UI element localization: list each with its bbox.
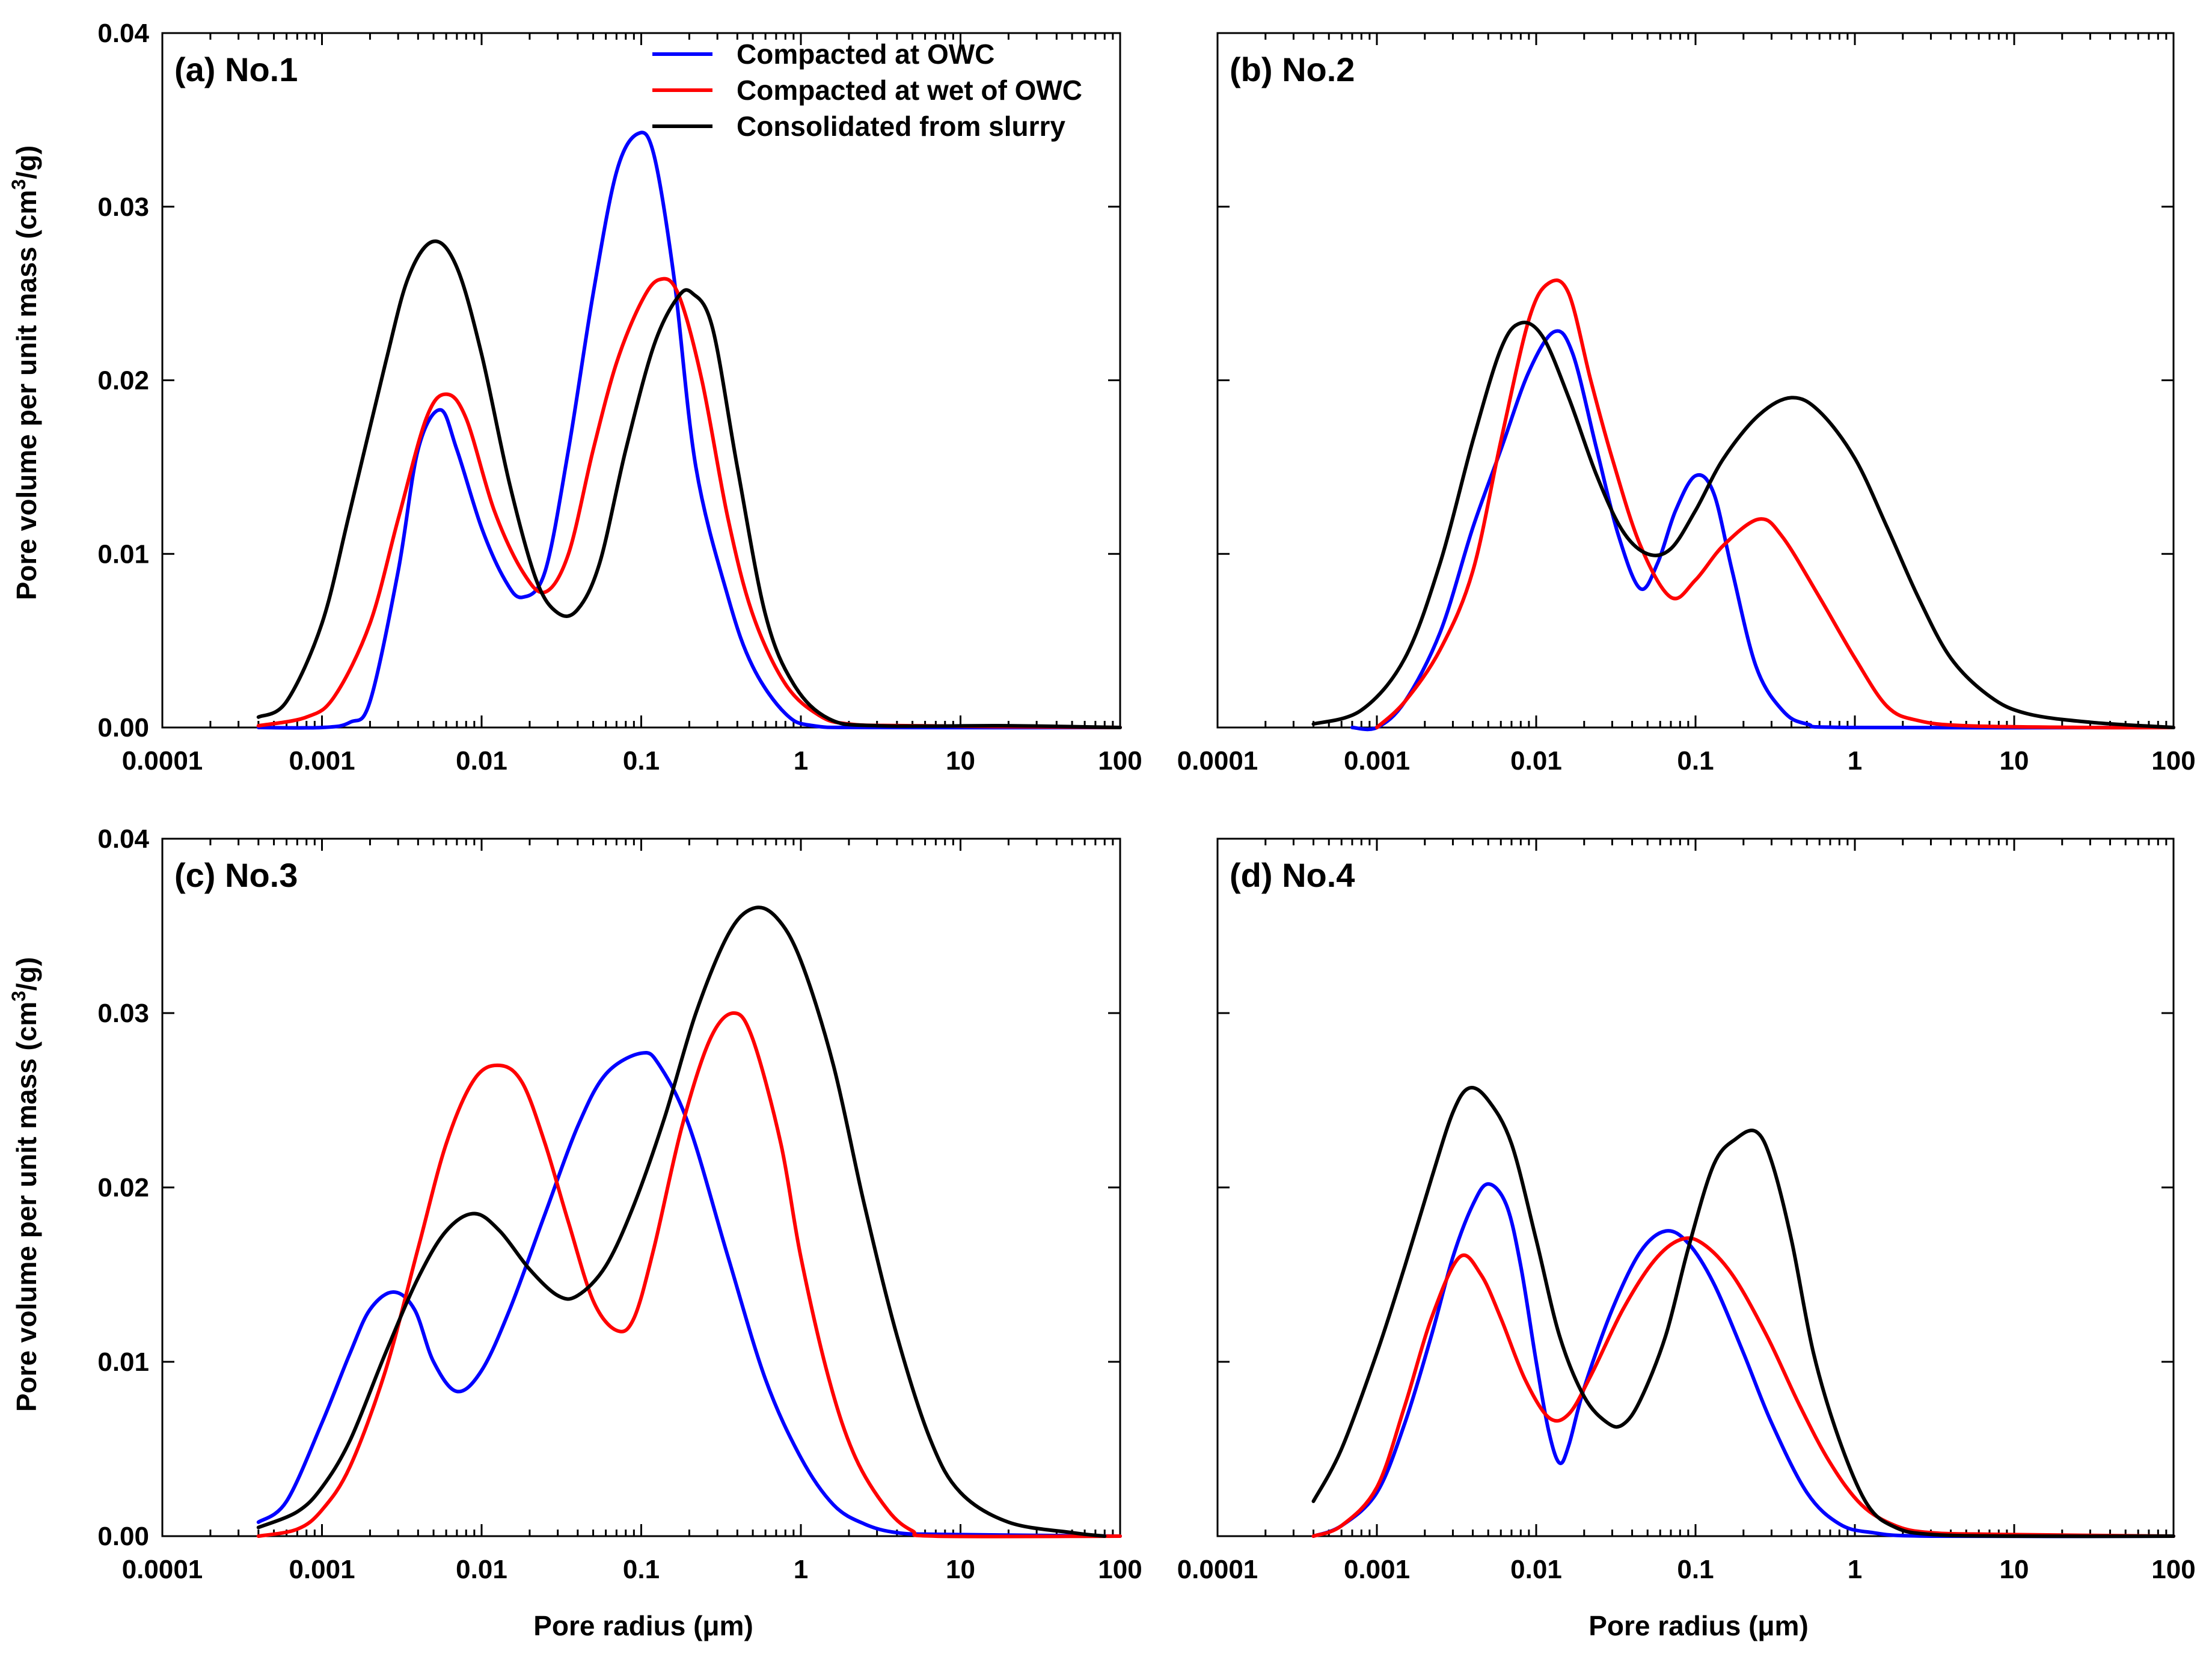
panel-3: 0.0001 0.001 0.01 0.1 1 10 100 0.00 0.01 0.02 0.03…	[97, 824, 1142, 1584]
y-tick-label: 0.02	[97, 1173, 149, 1202]
series-line-1	[1311, 1182, 2175, 1539]
legend-label-2: Compacted at wet of OWC	[737, 75, 1082, 106]
x-tick-label: 0.1	[1677, 746, 1714, 776]
panel-label: (c) No.3	[174, 856, 298, 894]
panel-4: 0.0001 0.001 0.01 0.1 1 10 100 (d) No.4	[1177, 838, 2196, 1584]
x-tick-label: 10	[946, 746, 975, 776]
y-tick-label: 0.04	[97, 19, 149, 48]
x-tick-label: 0.1	[1677, 1555, 1714, 1584]
y-tick-label: 0.00	[97, 1522, 149, 1551]
panel-label: (b) No.2	[1230, 51, 1355, 88]
y-tick-label: 0.03	[97, 999, 149, 1028]
x-tick-label: 0.0001	[1177, 746, 1258, 776]
series-line-3	[1311, 320, 2175, 729]
x-tick-label: 10	[2000, 1555, 2029, 1584]
x-tick-label: 0.0001	[1177, 1555, 1258, 1584]
series-line-1	[1350, 329, 2175, 732]
series-line-3	[256, 905, 1107, 1538]
panels-group: 0.0001 0.001 0.01 0.1 1 10 1000.000.010.020.03…	[97, 19, 2195, 1584]
y-axis-label-bottom: Pore volume per unit mass (cm3/g)	[8, 957, 42, 1412]
x-tick-label: 100	[2151, 746, 2195, 776]
series-line-3	[256, 239, 1122, 729]
y-tick-label: 0.02	[97, 366, 149, 396]
panel-label: (a) No.1	[174, 51, 298, 88]
x-tick-label: 0.001	[1344, 1555, 1410, 1584]
x-tick-label: 0.0001	[122, 1555, 203, 1584]
legend: Compacted at OWC Compacted at wet of OWC C…	[652, 38, 1082, 142]
series-line-2	[1375, 278, 2175, 730]
x-tick-label: 1	[1848, 1555, 1862, 1584]
x-tick-label: 10	[2000, 746, 2029, 776]
legend-label-1: Compacted at OWC	[737, 38, 994, 70]
y-tick-label: 0.01	[97, 1347, 149, 1377]
series-line-2	[256, 277, 1122, 729]
x-tick-label: 0.001	[289, 1555, 355, 1584]
y-tick-label: 0.03	[97, 192, 149, 222]
x-axis-label-right: Pore radius (μm)	[1589, 1610, 1809, 1641]
x-tick-label: 0.001	[1344, 746, 1410, 776]
x-tick-label: 0.001	[289, 746, 355, 776]
x-tick-label: 1	[794, 746, 808, 776]
x-tick-label: 100	[1098, 746, 1142, 776]
x-tick-label: 0.0001	[122, 746, 203, 776]
series-line-2	[256, 1011, 1122, 1539]
x-tick-label: 0.1	[623, 1555, 660, 1584]
series-line-3	[1311, 1085, 2175, 1539]
panel-label: (d) No.4	[1230, 856, 1355, 894]
x-tick-label: 1	[794, 1555, 808, 1584]
x-tick-label: 1	[1848, 746, 1862, 776]
x-tick-label: 100	[1098, 1555, 1142, 1584]
x-tick-label: 0.01	[456, 1555, 507, 1584]
y-tick-label: 0.00	[97, 713, 149, 743]
x-tick-label: 10	[946, 1555, 975, 1584]
y-tick-label: 0.01	[97, 539, 149, 569]
x-tick-label: 0.01	[1510, 746, 1562, 776]
x-tick-label: 0.01	[1510, 1555, 1562, 1584]
x-tick-label: 0.01	[456, 746, 507, 776]
x-tick-label: 100	[2151, 1555, 2195, 1584]
y-axis-label-top: Pore volume per unit mass (cm3/g)	[8, 145, 42, 601]
y-tick-label: 0.04	[97, 824, 149, 854]
y-axis-label-text: Pore volume per unit mass (cm3/g)	[8, 145, 42, 601]
y-axis-label-text: Pore volume per unit mass (cm3/g)	[8, 957, 42, 1412]
x-axis-label-left: Pore radius (μm)	[533, 1610, 753, 1641]
series-line-1	[256, 1051, 1122, 1538]
panel-2: 0.0001 0.001 0.01 0.1 1 10 100 (b) No.2	[1177, 32, 2196, 776]
legend-label-3: Consolidated from slurry	[737, 111, 1065, 142]
panel-1: 0.0001 0.001 0.01 0.1 1 10 100 0.00 0.01 0.02 0.03…	[97, 19, 1142, 776]
x-tick-label: 0.1	[623, 746, 660, 776]
series-line-1	[256, 130, 1122, 730]
